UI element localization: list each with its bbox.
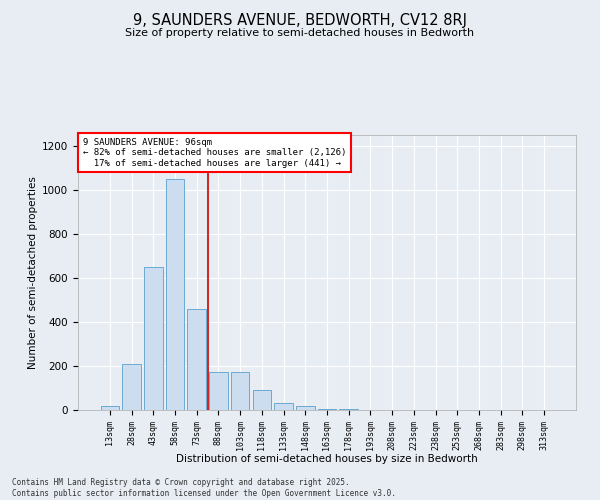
Bar [187,309,206,410]
Bar [340,409,358,410]
Bar [166,179,184,410]
Bar [253,390,271,410]
X-axis label: Distribution of semi-detached houses by size in Bedworth: Distribution of semi-detached houses by … [176,454,478,464]
Text: 9 SAUNDERS AVENUE: 96sqm
← 82% of semi-detached houses are smaller (2,126)
  17%: 9 SAUNDERS AVENUE: 96sqm ← 82% of semi-d… [83,138,346,168]
Bar [274,404,293,410]
Text: 9, SAUNDERS AVENUE, BEDWORTH, CV12 8RJ: 9, SAUNDERS AVENUE, BEDWORTH, CV12 8RJ [133,12,467,28]
Bar [231,372,250,410]
Bar [209,372,227,410]
Bar [318,409,336,410]
Bar [122,364,141,410]
Bar [144,267,163,410]
Text: Size of property relative to semi-detached houses in Bedworth: Size of property relative to semi-detach… [125,28,475,38]
Bar [101,406,119,410]
Bar [296,406,314,410]
Text: Contains HM Land Registry data © Crown copyright and database right 2025.
Contai: Contains HM Land Registry data © Crown c… [12,478,396,498]
Y-axis label: Number of semi-detached properties: Number of semi-detached properties [28,176,38,369]
